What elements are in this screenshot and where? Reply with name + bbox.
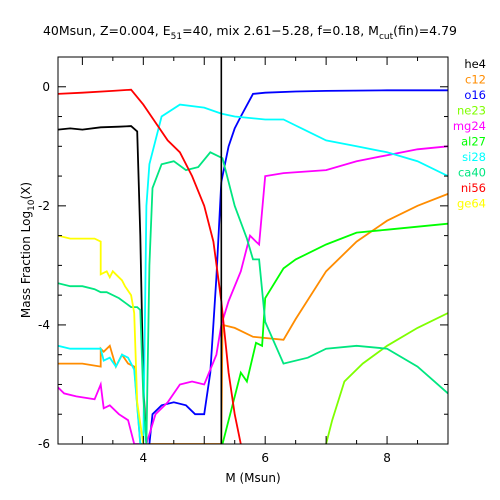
y-tick-label: -4 <box>38 318 50 332</box>
series-line-ge64 <box>58 234 145 444</box>
plot-frame <box>57 56 449 445</box>
legend-entry-c12: c12 <box>465 73 486 87</box>
title-sub-2: cut <box>379 32 394 42</box>
x-tick-label: 6 <box>261 451 269 465</box>
series-line-c12 <box>58 193 448 444</box>
series-line-he4 <box>58 125 148 444</box>
legend-entry-ca40: ca40 <box>458 166 486 180</box>
legend-entry-al27: al27 <box>461 135 486 149</box>
y-axis-label: Mass Fraction Log10(X) <box>19 182 37 318</box>
series-line-ne23 <box>325 312 448 444</box>
y-tick-label: -2 <box>38 199 50 213</box>
legend-entry-ni56: ni56 <box>461 181 486 195</box>
title-part-1: 40Msun, Z=0.004, E <box>43 23 171 38</box>
y-tick-label: -6 <box>38 437 50 451</box>
series-line-al27 <box>221 222 448 444</box>
series-line-ni56 <box>58 88 242 444</box>
series-line-ca40 <box>58 151 448 444</box>
legend-entry-o16: o16 <box>464 88 486 102</box>
series-line-mg24 <box>58 145 448 444</box>
title-part-3: (fin)=4.79 <box>393 23 457 38</box>
legend-entry-ne23: ne23 <box>457 104 486 118</box>
x-axis-label: M (Msun) <box>225 471 280 485</box>
chart-title: 40Msun, Z=0.004, E51=40, mix 2.61−5.28, … <box>43 23 457 42</box>
x-tick-label: 8 <box>383 451 391 465</box>
plot-lines <box>58 88 448 444</box>
ylabel-sub: 10 <box>27 199 37 211</box>
ylabel-end: (X) <box>19 182 33 200</box>
legend-entry-he4: he4 <box>464 57 486 71</box>
x-tick-label: 4 <box>139 451 147 465</box>
title-part-2: =40, mix 2.61−5.28, f=0.18, M <box>182 23 379 38</box>
ylabel-main: Mass Fraction Log <box>19 211 33 318</box>
series-line-o16 <box>148 89 448 444</box>
series-line-si28 <box>58 103 448 444</box>
y-axis-ticks: 0 -2 -4 -6 <box>38 56 448 451</box>
x-axis-ticks: 4 6 8 <box>81 57 449 465</box>
legend-entry-mg24: mg24 <box>453 119 486 133</box>
legend-entry-si28: si28 <box>462 150 486 164</box>
legend-entry-ge64: ge64 <box>457 197 486 211</box>
title-sub-1: 51 <box>171 32 182 42</box>
y-tick-label: 0 <box>42 80 50 94</box>
